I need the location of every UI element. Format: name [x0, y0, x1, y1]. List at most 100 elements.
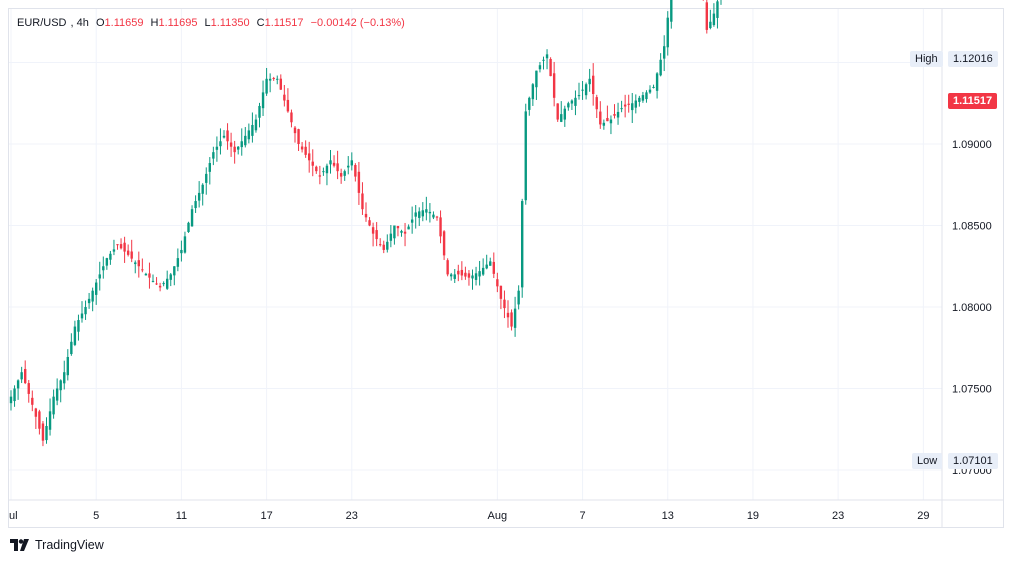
candle-body — [368, 220, 371, 226]
candle-body — [265, 78, 268, 94]
candle-body — [329, 160, 332, 165]
chart-legend: EUR/USD, 4h O1.11659 H1.11695 L1.11350 C… — [17, 17, 405, 29]
candle-body — [524, 111, 527, 201]
candle-body — [109, 253, 112, 260]
tradingview-brand: TradingView — [35, 538, 104, 552]
candle-body — [421, 210, 424, 217]
candle-body — [102, 266, 105, 271]
x-tick-label: 23 — [346, 510, 358, 522]
candle-body — [418, 211, 421, 218]
high-value: 1.11695 — [158, 17, 198, 29]
candle-body — [336, 163, 339, 172]
candle-body — [31, 397, 34, 405]
candle-body — [453, 274, 456, 279]
candle-body — [315, 166, 318, 172]
y-tick-label: 1.08000 — [952, 302, 992, 314]
candle-body — [439, 217, 442, 237]
x-tick-label: 13 — [662, 510, 674, 522]
candle-body — [66, 356, 69, 376]
candle-body — [247, 130, 251, 140]
close-label: C — [256, 17, 265, 29]
candle-body — [55, 388, 59, 401]
candle-body — [496, 279, 499, 287]
candle-body — [464, 272, 467, 277]
candle-body — [705, 2, 708, 30]
candle-body — [542, 59, 545, 61]
candle-body — [173, 266, 176, 276]
candle-body — [290, 112, 293, 123]
y-tick-label: 1.08500 — [952, 221, 992, 233]
candle-body — [244, 135, 247, 146]
candle-body — [304, 146, 307, 155]
candle-body — [641, 95, 645, 101]
candle-body — [499, 285, 503, 299]
candle-body — [63, 372, 66, 384]
candle-body — [631, 103, 634, 111]
candle-body — [435, 216, 439, 218]
candle-body — [432, 214, 435, 218]
candle-body — [712, 13, 716, 26]
close-value: 1.11517 — [264, 17, 304, 29]
candle-body — [595, 97, 598, 110]
candle-body — [339, 173, 343, 177]
candle-body — [655, 73, 659, 91]
candle-body — [347, 165, 350, 168]
interval-label[interactable]: 4h — [76, 17, 89, 29]
candle-body — [119, 244, 123, 249]
candle-body — [293, 127, 297, 134]
candle-body — [34, 408, 38, 417]
candle-body — [581, 89, 584, 91]
change-value: −0.00142 (−0.13%) — [310, 17, 405, 29]
x-tick-label: 23 — [832, 510, 844, 522]
candle-body — [609, 119, 613, 124]
high-tag-value: 1.12016 — [948, 51, 998, 67]
candle-body — [560, 114, 563, 122]
candle-body — [276, 78, 279, 80]
candle-body — [659, 59, 662, 76]
candle-body — [130, 251, 133, 259]
candle-body — [52, 396, 55, 415]
candle-body — [169, 274, 172, 280]
candle-body — [549, 58, 552, 77]
y-tick-label: 1.09000 — [952, 139, 992, 151]
candle-body — [577, 95, 581, 97]
candle-body — [481, 267, 485, 275]
candle-body — [126, 250, 130, 255]
candle-body — [24, 368, 27, 384]
candle-body — [325, 165, 329, 174]
candle-body — [531, 84, 535, 100]
tradingview-attribution[interactable]: TradingView — [10, 538, 104, 552]
candle-body — [201, 184, 204, 194]
candle-body — [240, 141, 243, 148]
candle-body — [467, 273, 471, 278]
candle-body — [318, 175, 322, 177]
candle-body — [638, 97, 641, 102]
candle-body — [616, 111, 620, 118]
candle-body — [400, 230, 403, 233]
symbol-label[interactable]: EUR/USD — [17, 17, 67, 29]
candle-body — [521, 201, 524, 288]
candle-body — [205, 173, 208, 183]
candle-body — [300, 146, 304, 150]
candle-body — [386, 241, 389, 250]
candle-body — [375, 230, 378, 240]
candle-body — [410, 219, 414, 223]
candle-body — [528, 97, 531, 110]
candle-body — [492, 261, 495, 274]
candle-body — [112, 249, 116, 252]
candle-body — [212, 152, 215, 159]
candle-body — [98, 274, 101, 279]
candle-body — [485, 264, 488, 269]
x-tick-label: 17 — [260, 510, 272, 522]
candle-body — [545, 54, 549, 59]
candle-body — [229, 142, 233, 147]
candle-body — [666, 17, 669, 48]
candle-body — [407, 226, 410, 230]
candle-body — [403, 231, 407, 234]
candle-body — [457, 270, 460, 275]
candle-body — [602, 122, 606, 126]
candle-body — [389, 233, 393, 241]
candle-body — [474, 273, 478, 280]
low-tag-label: Low — [912, 453, 943, 469]
